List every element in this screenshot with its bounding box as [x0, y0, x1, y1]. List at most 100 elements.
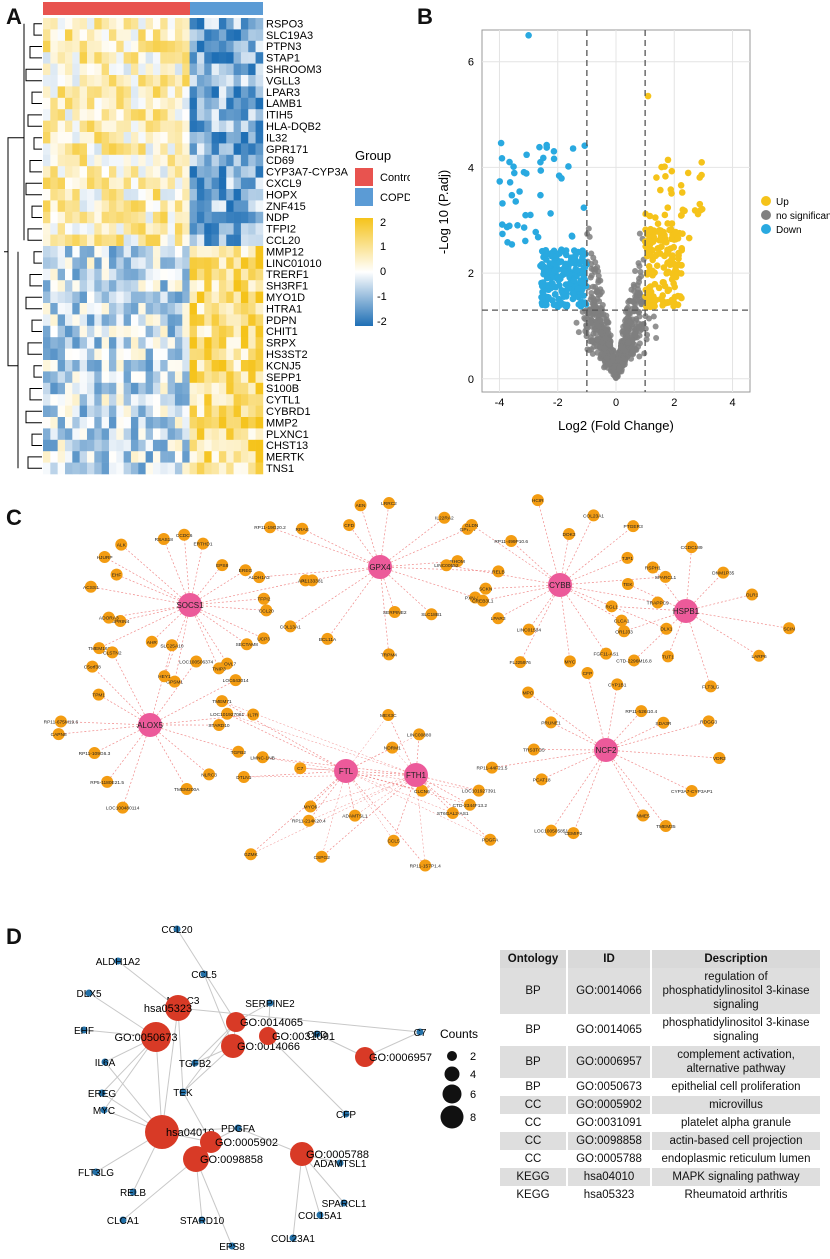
heatmap-cell — [160, 109, 168, 121]
heatmap-cell — [145, 291, 154, 304]
heatmap-cell — [174, 462, 183, 475]
heatmap-cell — [79, 462, 88, 475]
heatmap-cell — [211, 18, 220, 30]
leaf-node — [425, 608, 438, 621]
heatmap-cell — [116, 417, 124, 429]
ns-point — [594, 287, 601, 294]
cell-ontology: KEGG — [500, 1186, 568, 1204]
x-tick-label: 2 — [671, 397, 677, 409]
go-term-node — [200, 1131, 222, 1153]
go-term-node — [165, 995, 191, 1021]
leaf-node — [783, 622, 796, 635]
heatmap-cell — [57, 86, 66, 99]
leaf-label: ADORA3 — [99, 616, 119, 622]
leaf-label: DNM1P35 — [712, 571, 734, 577]
leaf-node — [615, 614, 628, 627]
counts-legend-dot-8 — [440, 1105, 464, 1129]
heatmap-cell — [94, 29, 102, 42]
heatmap-cell — [116, 360, 124, 372]
cell-ontology: CC — [500, 1132, 568, 1150]
heatmap-cell — [130, 291, 139, 304]
go-term-label: GO:0050673 — [115, 1032, 178, 1044]
heatmap-cell — [226, 177, 234, 190]
heatmap-cell — [130, 360, 139, 372]
go-term-node — [145, 1115, 179, 1149]
go-network: CCL20ALDH1A2CCL5DLX5NLRC3SERPINE2EHFCFDC… — [74, 925, 478, 1253]
heatmap-cell — [72, 314, 80, 327]
gene-label: TRERF1 — [266, 269, 309, 281]
heatmap-cell — [182, 382, 190, 395]
copd-legend-swatch — [355, 188, 373, 206]
heatmap-cell — [211, 75, 220, 87]
heatmap-cell — [218, 223, 227, 235]
heatmap-cell — [233, 268, 242, 281]
down-point — [542, 256, 550, 263]
heatmap-cell — [94, 40, 102, 53]
heatmap-cell — [248, 40, 256, 53]
heatmap-cell — [160, 223, 168, 235]
network-edge — [415, 774, 479, 791]
heatmap-cell — [248, 382, 256, 395]
heatmap-cell — [160, 280, 168, 292]
heatmap-cell — [57, 189, 66, 201]
heatmap-cell — [43, 246, 51, 258]
leaf-label: RP11-109G6.3 — [79, 751, 111, 757]
heatmap-cell — [50, 462, 58, 475]
heatmap-cell — [57, 451, 66, 463]
heatmap-cell — [255, 451, 264, 463]
heatmap-cell — [218, 86, 227, 99]
heatmap-cell — [226, 166, 234, 178]
network-edge — [379, 566, 476, 598]
heatmap-cell — [50, 189, 58, 201]
heatmap-cell — [101, 75, 110, 87]
heatmap-cell — [189, 337, 198, 349]
down-point — [499, 230, 506, 238]
heatmap-cell — [167, 109, 176, 121]
leaf-label: RP11-157P1.4 — [410, 864, 441, 870]
heatmap-cell — [79, 417, 88, 429]
heatmap-cell — [86, 63, 95, 76]
up-point — [651, 280, 659, 288]
heatmap-cell — [233, 280, 242, 292]
heatmap-cell — [226, 257, 234, 270]
heatmap-cell — [50, 52, 58, 64]
heatmap-cell — [123, 166, 132, 178]
ns-point — [588, 272, 595, 279]
heatmap-cell — [174, 382, 183, 395]
leaf-node — [54, 715, 67, 728]
heatmap-cell — [248, 132, 256, 144]
heatmap-cell — [79, 200, 88, 213]
heatmap-cell — [255, 462, 264, 475]
gene-label: HLA-DQB2 — [266, 121, 321, 133]
leaf-label: RRAS — [296, 527, 309, 533]
heatmap-cell — [233, 439, 242, 452]
heatmap-cell — [160, 417, 168, 429]
heatmap-cell — [211, 223, 220, 235]
heatmap-cell — [196, 211, 205, 224]
heatmap-cell — [152, 428, 161, 441]
heatmap-cell — [167, 291, 176, 304]
gene-node-label: ADAMTSL1 — [314, 1159, 367, 1170]
heatmap-cell — [211, 337, 220, 349]
up-point — [672, 273, 680, 281]
gene-node-label: EHF — [74, 1026, 94, 1037]
heatmap-cell — [226, 337, 234, 349]
heatmap-cell — [211, 428, 220, 441]
heatmap-cell — [64, 451, 73, 463]
heatmap-cell — [204, 18, 212, 30]
network-edge — [685, 610, 760, 657]
heatmap-cell — [130, 143, 139, 156]
down-point — [525, 31, 532, 39]
heatmap-cell — [138, 52, 146, 64]
leaf-node — [388, 606, 401, 619]
heatmap-cell — [43, 280, 51, 292]
heatmap-cell — [211, 348, 220, 361]
up-point — [661, 163, 668, 170]
heatmap-cell — [123, 18, 132, 30]
leaf-label: LINC00880 — [407, 732, 432, 738]
leaf-label: GPSM1 — [166, 680, 183, 686]
heatmap-cell — [72, 52, 80, 64]
ns-point — [610, 368, 617, 375]
heatmap-cell — [130, 166, 139, 178]
ns-point — [642, 325, 649, 332]
